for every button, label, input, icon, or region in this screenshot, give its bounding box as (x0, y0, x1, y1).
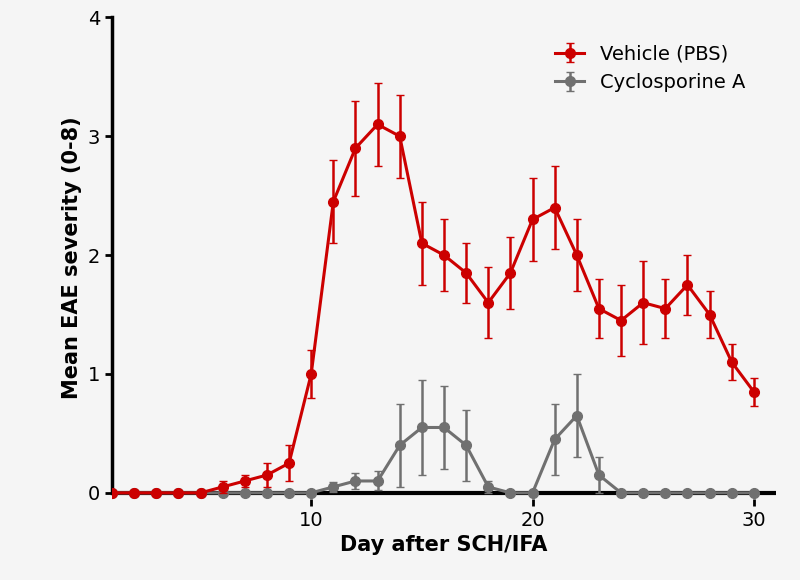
X-axis label: Day after SCH/IFA: Day after SCH/IFA (340, 535, 548, 555)
Y-axis label: Mean EAE severity (0-8): Mean EAE severity (0-8) (62, 117, 82, 400)
Legend: Vehicle (PBS), Cyclosporine A: Vehicle (PBS), Cyclosporine A (547, 37, 753, 100)
